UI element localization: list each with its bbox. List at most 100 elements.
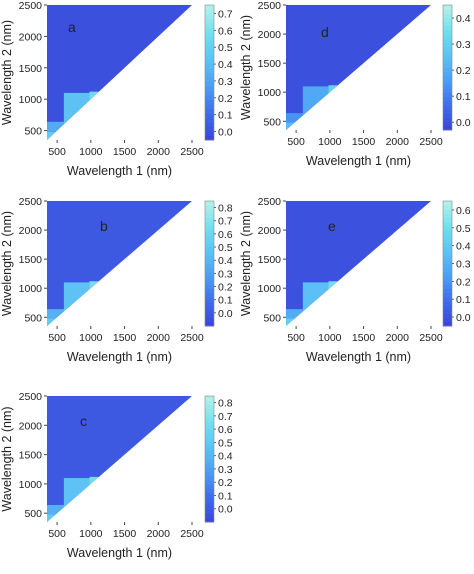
colorbar-segment <box>205 113 214 118</box>
colorbar-segment <box>205 23 214 28</box>
colorbar-segment <box>443 30 452 35</box>
colorbar-segment <box>205 517 214 523</box>
colorbar-segment <box>205 433 214 439</box>
heatmap-band-1 <box>286 113 431 123</box>
colorbar-segment <box>443 75 452 81</box>
colorbar-segment <box>443 263 452 269</box>
colorbar-segment <box>443 5 452 10</box>
colorbar-segment <box>205 301 214 306</box>
colorbar-tick-label: 0.1 <box>218 490 233 502</box>
colorbar-segment <box>205 425 214 431</box>
colorbar-segment <box>205 230 214 235</box>
colorbar-segment <box>205 442 214 447</box>
colorbar-segment <box>205 81 214 87</box>
colorbar-segment <box>443 92 452 98</box>
colorbar-tick-label: 0.8 <box>218 398 233 410</box>
colorbar-segment <box>443 267 452 273</box>
x-tick-label: 1000 <box>79 528 103 540</box>
colorbar-tick-label: 0.2 <box>218 93 233 105</box>
colorbar-segment <box>205 463 214 468</box>
y-axis-title: Wavelength 2 (nm) <box>0 406 14 511</box>
colorbar-segment <box>443 321 452 327</box>
x-tick-label: 500 <box>48 146 66 158</box>
heatmap-area <box>286 5 431 130</box>
heatmap-band-3 <box>328 292 431 301</box>
colorbar-tick-label: 0.5 <box>218 437 233 449</box>
colorbar-segment <box>443 280 452 285</box>
x-tick-label: 500 <box>48 332 66 344</box>
colorbar-segment <box>205 209 214 214</box>
colorbar-tick-label: 0.6 <box>456 205 471 217</box>
heatmap-band-5 <box>302 282 329 318</box>
colorbar-segment <box>443 284 452 289</box>
y-tick-label: 500 <box>24 126 42 138</box>
colorbar-segment <box>205 86 214 91</box>
colorbar-segment <box>205 467 214 473</box>
colorbar-segment <box>205 9 214 15</box>
chart-panel-d: d 500 1000 1500 2000 2500 500 1000 1500 2000 2500 W… <box>239 0 471 168</box>
colorbar-segment <box>443 234 452 239</box>
colorbar-tick-label: 0.2 <box>456 276 471 288</box>
y-tick-label: 500 <box>263 116 281 128</box>
y-tick-label: 1500 <box>19 450 43 462</box>
colorbar-segment <box>205 36 214 42</box>
colorbar-segment <box>443 59 452 64</box>
colorbar-segment <box>205 317 214 323</box>
colorbar-segment <box>443 301 452 306</box>
heatmap-band-3 <box>89 292 192 301</box>
colorbar-tick-label: 0.3 <box>218 76 233 88</box>
chart-panel-c: c 500 1000 1500 2000 2500 500 1000 1500 2000 2500 W… <box>0 391 233 560</box>
colorbar-segment <box>205 217 214 223</box>
colorbar-tick-label: 0.7 <box>218 8 233 20</box>
colorbar-tick-label: 0.0 <box>456 117 471 129</box>
colorbar-segment <box>443 17 452 23</box>
colorbar-segment <box>443 71 452 77</box>
colorbar-tick-label: 0.6 <box>218 424 233 436</box>
x-tick-label: 500 <box>287 136 305 148</box>
x-tick-label: 1500 <box>113 146 137 158</box>
colorbar-segment <box>205 213 214 219</box>
heatmap-band-4 <box>328 281 431 293</box>
colorbar-segment <box>205 221 214 227</box>
heatmap-band-0 <box>286 318 431 326</box>
colorbar-tick-label: 0.4 <box>218 451 233 463</box>
colorbar-segment <box>205 45 214 51</box>
colorbar-segment <box>205 205 214 210</box>
heatmap-band-2 <box>89 496 192 506</box>
y-tick-label: 1000 <box>19 94 43 106</box>
colorbar-segment <box>443 100 452 106</box>
heatmap-band-2 <box>328 104 431 114</box>
colorbar-segment <box>443 255 452 260</box>
colorbar-segment <box>205 122 214 127</box>
colorbar-segment <box>205 484 214 489</box>
colorbar-tick-label: 0.4 <box>218 255 233 267</box>
heatmap-band-4 <box>328 85 431 97</box>
y-tick-label: 2500 <box>19 196 43 208</box>
colorbar: 0.0 0.1 0.2 0.3 0.4 <box>442 4 471 131</box>
colorbar-tick-label: 0.5 <box>218 242 233 254</box>
colorbar-segment <box>205 438 214 443</box>
colorbar-segment <box>205 126 214 132</box>
colorbar-tick-label: 0.0 <box>218 504 233 516</box>
y-tick-label: 1500 <box>19 254 43 266</box>
heatmap-band-5 <box>63 478 90 514</box>
colorbar-segment <box>205 27 214 33</box>
colorbar-segment <box>205 255 214 260</box>
colorbar-segment <box>443 9 452 14</box>
colorbar-tick-label: 0.7 <box>218 411 233 423</box>
colorbar-segment <box>443 213 452 219</box>
x-axis-title: Wavelength 1 (nm) <box>67 546 172 560</box>
colorbar-tick-label: 0.4 <box>218 59 233 71</box>
colorbar-tick-label: 0.1 <box>456 91 471 103</box>
colorbar-segment <box>205 400 214 405</box>
colorbar-segment <box>205 305 214 310</box>
colorbar-segment <box>205 509 214 515</box>
colorbar: 0.00.10.2 0.30.40.50.60.70.8 <box>204 200 233 327</box>
colorbar-tick-label: 0.5 <box>218 42 233 54</box>
colorbar-segment <box>205 267 214 273</box>
colorbar-segment <box>443 271 452 277</box>
heatmap-band-5 <box>63 92 90 131</box>
y-axis-title: Wavelength 2 (nm) <box>0 211 14 316</box>
colorbar-segment <box>205 32 214 37</box>
colorbar-segment <box>443 84 452 89</box>
